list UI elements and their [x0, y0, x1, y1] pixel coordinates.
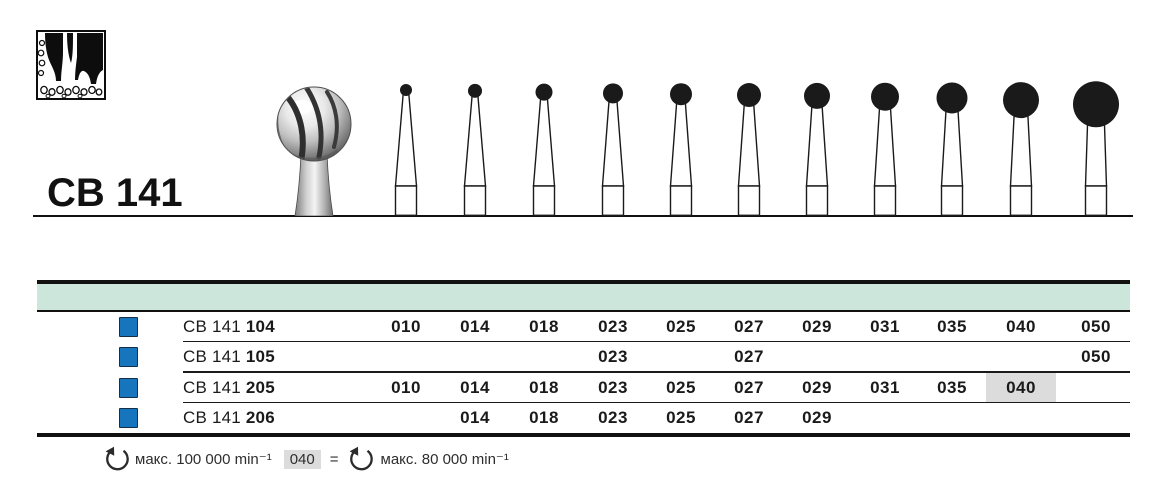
blue-square-marker-icon — [119, 408, 138, 428]
reduced-speed-label: макс. 80 000 min⁻¹ — [380, 451, 509, 468]
bur-ball-head — [400, 84, 412, 96]
bur-ball-head — [1073, 81, 1119, 128]
blue-square-marker-icon — [119, 316, 138, 337]
bur-size-figure — [804, 82, 830, 216]
bur-ball-head — [804, 82, 830, 109]
table-bottom-border — [37, 432, 1130, 437]
size-cell: 029 — [802, 377, 832, 397]
bur-ball-head — [871, 82, 899, 111]
bur-ball-head — [1003, 82, 1039, 119]
size-cell: 040 — [1006, 377, 1036, 397]
bur-size-figure — [463, 83, 487, 216]
size-cell: 018 — [529, 316, 559, 336]
size-cell: 014 — [460, 316, 490, 336]
size-cell: 027 — [734, 316, 764, 336]
rotation-speed-icon — [349, 446, 373, 470]
size-cell: 050 — [1081, 347, 1111, 366]
size-cell: 023 — [598, 347, 628, 366]
table-row: CB 141 104 010 014 018 023 025 027 029 031 035 040 0… — [0, 312, 1176, 342]
size-cell: 023 — [598, 408, 628, 427]
size-cell: 025 — [666, 377, 696, 397]
bur-size-figure — [669, 83, 693, 216]
product-label: CB 141 205 — [183, 378, 275, 398]
bur-size-figure — [1073, 81, 1119, 216]
bur-ball-head — [535, 83, 553, 101]
bur-photo — [276, 86, 352, 216]
size-cell: 040 — [1006, 316, 1036, 336]
bur-ball-head — [468, 83, 482, 98]
size-cell: 014 — [460, 408, 490, 427]
blue-square-marker-icon — [119, 347, 138, 367]
product-label: CB 141 206 — [183, 408, 275, 428]
size-cell: 027 — [734, 377, 764, 397]
highlighted-size-badge: 040 — [283, 449, 321, 469]
size-cell: 018 — [529, 408, 559, 427]
product-label-number: 105 — [245, 347, 275, 366]
table-row: CB 141 205 010 014 018 023 025 027 029 031 035 040 — [0, 373, 1176, 403]
tooth-roots-icon — [36, 30, 106, 100]
product-label: CB 141 104 — [183, 317, 275, 337]
size-cell: 027 — [734, 408, 764, 427]
size-table: CB 141 104 010 014 018 023 025 027 029 031 035 040 0… — [0, 312, 1176, 434]
bur-size-figure — [871, 82, 899, 216]
bur-size-figure — [532, 83, 556, 216]
bur-size-figure — [601, 83, 625, 216]
size-cell: 035 — [937, 316, 967, 336]
size-cell: 035 — [937, 377, 967, 397]
table-top-border — [37, 280, 1130, 284]
size-cell: 025 — [666, 408, 696, 427]
bur-ball-head — [936, 82, 968, 114]
blue-square-marker-icon — [119, 377, 138, 398]
bur-size-diagram — [370, 78, 1140, 216]
page-title: CB 141 — [47, 171, 183, 215]
product-label-number: 206 — [245, 408, 275, 427]
product-label-number: 205 — [245, 377, 275, 397]
size-cell: 029 — [802, 316, 832, 336]
baseline-rule — [33, 215, 1133, 218]
table-header-underline — [37, 309, 1130, 312]
reduced-speed-highlight — [986, 373, 1056, 402]
bur-size-figure — [737, 83, 761, 216]
table-header-band — [37, 283, 1130, 310]
bur-ball-head — [737, 83, 761, 108]
row-separator — [183, 371, 1130, 373]
product-label-prefix: CB 141 — [183, 316, 241, 336]
size-cell: 025 — [666, 316, 696, 336]
size-cell: 010 — [391, 377, 421, 397]
bur-size-figure — [1003, 82, 1039, 216]
row-separator — [183, 340, 1130, 342]
rotation-speed-icon — [105, 446, 129, 470]
bur-ball-head — [670, 83, 692, 106]
bur-size-figure — [394, 84, 418, 216]
size-cell: 018 — [529, 377, 559, 397]
max-speed-label: макс. 100 000 min⁻¹ — [135, 451, 272, 468]
speed-legend: макс. 100 000 min⁻¹ 040 = макс. 80 000 m… — [104, 444, 509, 474]
size-cell: 014 — [460, 377, 490, 397]
size-cell: 027 — [734, 347, 764, 366]
product-label-number: 104 — [245, 316, 275, 336]
size-cell: 031 — [870, 377, 900, 397]
size-cell: 010 — [391, 316, 421, 336]
table-row: CB 141 206 014 018 023 025 027 029 — [0, 403, 1176, 434]
bur-size-figure — [936, 82, 968, 216]
size-cell: 031 — [870, 316, 900, 336]
size-cell: 050 — [1081, 316, 1111, 336]
product-label-prefix: CB 141 — [183, 408, 241, 427]
equals-sign: = — [329, 450, 339, 468]
size-cell: 023 — [598, 377, 628, 397]
table-row: CB 141 105 023 027 050 — [0, 342, 1176, 373]
product-label: CB 141 105 — [183, 347, 275, 367]
product-label-prefix: CB 141 — [183, 377, 241, 397]
row-separator — [183, 401, 1130, 403]
size-cell: 023 — [598, 316, 628, 336]
product-label-prefix: CB 141 — [183, 347, 241, 366]
size-cell: 029 — [802, 408, 832, 427]
bur-ball-head — [603, 83, 623, 104]
